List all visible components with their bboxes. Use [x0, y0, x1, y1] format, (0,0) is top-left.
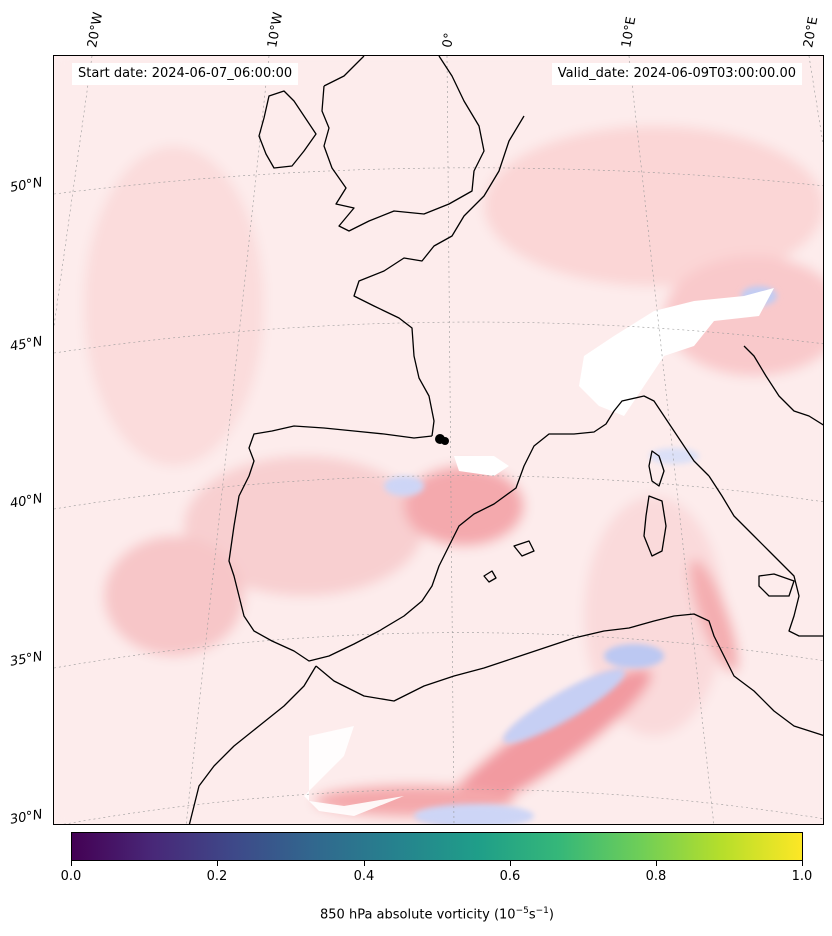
colorbar	[71, 832, 803, 861]
colorbar-tick-label: 0.0	[60, 869, 82, 884]
vorticity-map	[54, 56, 823, 824]
lat-label-50n: 50°N	[8, 175, 44, 196]
colorbar-title-end: )	[548, 907, 554, 923]
lon-label-10e: 10°E	[619, 15, 640, 49]
colorbar-title-sup1: −5	[515, 906, 529, 916]
lon-label-20e: 20°E	[801, 15, 822, 49]
colorbar-tick	[217, 861, 218, 866]
lat-label-40n: 40°N	[8, 491, 44, 512]
colorbar-tick-label: 0.6	[499, 869, 521, 884]
lon-label-0: 0°	[440, 31, 458, 49]
colorbar-tick	[510, 861, 511, 866]
colorbar-title-sup2: −1	[535, 906, 549, 916]
colorbar-tick-label: 1.0	[791, 869, 813, 884]
colorbar-tick	[802, 861, 803, 866]
colorbar-tick-label: 0.2	[206, 869, 228, 884]
colorbar-tick	[364, 861, 365, 866]
map-panel	[53, 55, 824, 825]
vorticity-field	[54, 56, 823, 824]
lon-label-10w: 10°W	[265, 11, 287, 50]
colorbar-tick-label: 0.4	[353, 869, 375, 884]
lat-label-45n: 45°N	[8, 334, 44, 355]
colorbar-tick-label: 0.8	[645, 869, 667, 884]
coastlines	[188, 56, 823, 824]
lon-label-20w: 20°W	[85, 11, 107, 50]
colorbar-title: 850 hPa absolute vorticity (10−5s−1)	[320, 906, 554, 922]
colorbar-title-mid: s	[528, 907, 536, 923]
lat-label-30n: 30°N	[8, 807, 44, 828]
valid-date-label: Valid_date: 2024-06-09T03:00:00.00	[551, 63, 802, 85]
cyclone-center-marker	[435, 434, 449, 445]
lat-label-35n: 35°N	[8, 649, 44, 670]
colorbar-tick	[656, 861, 657, 866]
start-date-label: Start date: 2024-06-07_06:00:00	[72, 63, 299, 85]
colorbar-tick	[71, 861, 72, 866]
colorbar-title-main: 850 hPa absolute vorticity (10	[320, 907, 516, 923]
graticule	[54, 56, 823, 824]
masked-terrain	[304, 288, 774, 816]
